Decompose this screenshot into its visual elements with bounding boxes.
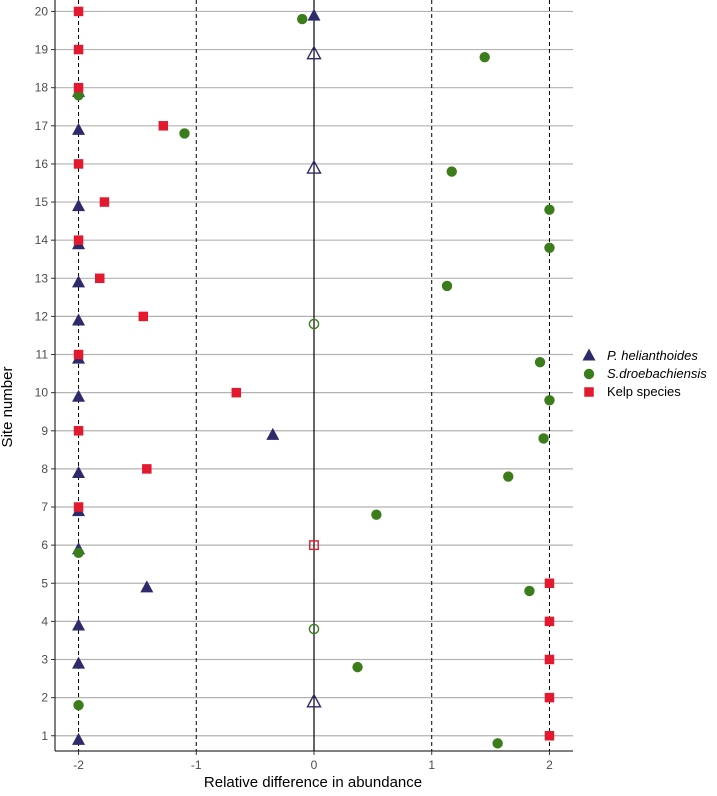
- square-point-site-8: [142, 464, 152, 474]
- legend-label: S.droebachiensis: [607, 366, 707, 381]
- y-tick-label: 1: [41, 729, 48, 743]
- square-point-site-19: [73, 44, 84, 55]
- x-tick-label: 0: [311, 758, 318, 772]
- y-tick-label: 2: [41, 691, 48, 705]
- legend-key-triangle: [582, 348, 596, 361]
- square-point-site-18: [73, 82, 84, 93]
- triangle-point-site-17: [72, 122, 86, 135]
- y-tick-label: 15: [35, 195, 49, 209]
- x-tick-label: -1: [191, 758, 202, 772]
- square-point-site-4: [544, 616, 555, 627]
- triangle-point-site-10: [72, 389, 86, 402]
- circle-point-site-11: [534, 356, 546, 368]
- square-point-site-7: [73, 502, 84, 512]
- y-tick-label: 12: [35, 309, 49, 323]
- square-point-site-6: [309, 540, 319, 551]
- circle-point-site-1: [492, 738, 503, 749]
- y-tick-label: 17: [35, 119, 49, 133]
- triangle-point-site-16: [306, 159, 322, 174]
- square-point-site-10: [231, 387, 242, 398]
- y-tick-label: 16: [35, 157, 49, 171]
- circle-point-site-5: [524, 585, 535, 597]
- circle-point-site-2: [73, 700, 84, 711]
- y-tick-label: 6: [41, 538, 48, 552]
- circle-point-site-9: [538, 433, 549, 444]
- circle-point-site-10: [544, 395, 555, 406]
- triangle-point-site-3: [72, 656, 86, 669]
- circle-point-site-12: [308, 318, 320, 330]
- square-point-site-9: [73, 426, 84, 436]
- square-point-site-12: [138, 311, 149, 322]
- circle-point-site-6: [73, 547, 84, 558]
- x-axis-title: Relative difference in abundance: [204, 774, 422, 791]
- triangle-point-site-15: [72, 199, 86, 212]
- triangle-point-site-9: [266, 427, 280, 440]
- legend-key-square: [584, 387, 594, 397]
- circle-point-site-8: [503, 471, 514, 482]
- y-tick-label: 10: [35, 386, 49, 400]
- circle-point-site-16: [446, 166, 457, 177]
- circle-point-site-14: [544, 242, 555, 253]
- circle-point-site-19: [479, 51, 490, 63]
- y-tick-label: 9: [41, 424, 48, 438]
- legend-key-circle: [583, 368, 595, 380]
- triangle-point-site-5: [140, 580, 154, 593]
- circle-point-site-18: [73, 90, 84, 101]
- square-point-site-5: [544, 578, 555, 589]
- circle-point-site-15: [544, 204, 555, 215]
- triangle-point-site-12: [72, 313, 86, 326]
- x-tick-label: 1: [428, 758, 435, 772]
- circle-point-site-3: [352, 661, 363, 673]
- square-point-site-11: [73, 349, 84, 360]
- legend-label: P. helianthoides: [607, 348, 698, 363]
- square-point-site-14: [73, 235, 84, 245]
- y-tick-label: 11: [36, 348, 49, 362]
- circle-point-site-7: [371, 509, 382, 520]
- y-tick-label: 19: [35, 43, 49, 57]
- y-tick-label: 4: [41, 614, 48, 628]
- square-point-site-16: [73, 159, 84, 169]
- x-tick-label: -2: [73, 758, 84, 772]
- y-tick-label: 5: [41, 576, 48, 590]
- y-axis-title: Site number: [0, 367, 16, 448]
- y-tick-label: 8: [41, 462, 48, 476]
- triangle-point-site-19: [306, 45, 322, 60]
- y-tick-label: 3: [41, 653, 48, 667]
- square-point-site-13: [94, 273, 105, 284]
- triangle-point-site-4: [72, 618, 86, 631]
- triangle-point-site-8: [72, 466, 86, 479]
- reference-lines: [78, 0, 550, 751]
- circle-point-site-13: [441, 280, 453, 292]
- square-point-site-1: [544, 731, 555, 741]
- y-tick-label: 14: [35, 233, 49, 247]
- legend: P. helianthoides S.droebachiensis Kelp spe…: [582, 348, 707, 399]
- x-tick-label: 2: [546, 758, 553, 772]
- triangle-point-site-2: [306, 693, 322, 708]
- square-point-site-3: [544, 654, 555, 665]
- y-tick-label: 7: [41, 500, 48, 514]
- square-point-site-2: [544, 692, 555, 703]
- circle-point-site-17: [179, 128, 190, 139]
- y-tick-label: 20: [35, 4, 49, 18]
- y-tick-label: 13: [35, 271, 49, 285]
- circle-point-site-4: [308, 623, 320, 635]
- legend-label: Kelp species: [607, 384, 681, 399]
- triangle-point-site-1: [72, 732, 86, 745]
- square-point-site-17: [158, 121, 169, 131]
- square-point-site-15: [99, 197, 110, 207]
- circle-point-site-20: [297, 13, 308, 25]
- data-points: [72, 6, 555, 749]
- triangle-point-site-20: [307, 8, 321, 21]
- square-point-site-20: [73, 6, 84, 17]
- y-tick-label: 18: [35, 81, 49, 95]
- triangle-point-site-13: [72, 275, 86, 288]
